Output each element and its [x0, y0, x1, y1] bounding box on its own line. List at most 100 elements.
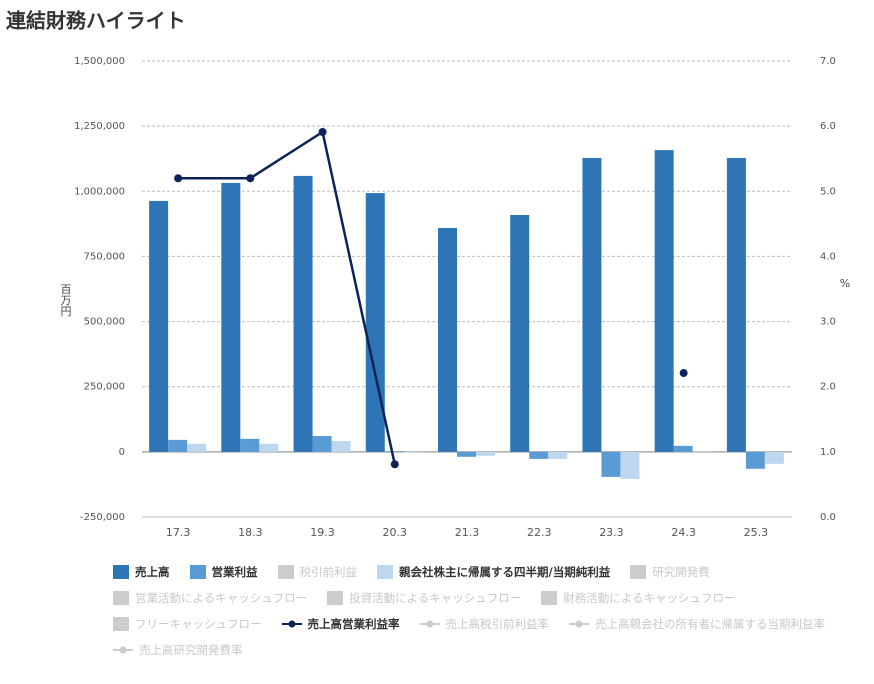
bar [331, 440, 351, 452]
bar [312, 435, 332, 452]
legend-label: 投資活動によるキャッシュフロー [349, 591, 522, 605]
legend-label: 親会社株主に帰属する四半期/当期純利益 [399, 565, 611, 579]
legend-icon [113, 617, 129, 631]
legend-icon [630, 565, 647, 579]
legend-icon [377, 565, 393, 579]
bar [764, 451, 784, 464]
bar [457, 451, 476, 457]
legend-icon [113, 591, 129, 605]
x-tick-label: 23.3 [599, 526, 624, 539]
bar [548, 451, 568, 459]
x-tick-label: 17.3 [166, 526, 191, 539]
bar [601, 451, 621, 477]
legend-swatch [113, 617, 129, 631]
legend-item[interactable]: 売上高税引前利益率 [419, 615, 550, 633]
legend-item[interactable]: 親会社株主に帰属する四半期/当期純利益 [377, 563, 610, 581]
bar [403, 451, 423, 453]
x-tick-label: 21.3 [455, 526, 480, 539]
y-tick-label: 750,000 [84, 251, 125, 262]
y2-tick-label: 3.0 [820, 317, 836, 328]
y2-tick-label: 1.0 [820, 447, 836, 458]
x-tick-label: 24.3 [671, 526, 696, 539]
bar [726, 157, 746, 452]
line [178, 132, 684, 464]
bar [673, 445, 693, 452]
x-tick-label: 20.3 [383, 526, 408, 539]
y-tick-label: 1,500,000 [74, 56, 125, 67]
legend-item[interactable]: 研究開発費 [630, 563, 710, 581]
legend-label: 売上高親会社の所有者に帰属する当期利益率 [595, 617, 825, 631]
legend-label: 営業活動によるキャッシュフロー [135, 591, 308, 605]
legend-icon [189, 565, 206, 579]
legend-label: 売上高税引前利益率 [445, 617, 550, 631]
legend-swatch [630, 565, 647, 579]
legend-item[interactable]: 売上高研究開発費率 [113, 641, 243, 659]
y2-tick-label: 5.0 [820, 186, 836, 197]
legend-swatch [327, 591, 344, 605]
legend-item[interactable]: 税引前利益 [277, 563, 357, 581]
bar [365, 193, 385, 452]
legend-label: 売上高営業利益率 [307, 617, 400, 631]
bar [620, 451, 640, 479]
legend-item[interactable]: フリーキャッシュフロー [113, 615, 262, 633]
line-point [174, 174, 183, 183]
legend-item[interactable]: 売上高親会社の所有者に帰属する当期利益率 [569, 615, 825, 633]
y2-tick-label: 4.0 [820, 251, 836, 262]
legend-swatch [277, 565, 294, 579]
legend-dot [288, 620, 295, 628]
line-point [318, 128, 327, 137]
legend-item[interactable]: 営業活動によるキャッシュフロー [113, 589, 307, 607]
legend-label: 売上高 [135, 565, 170, 579]
legend-icon [281, 620, 302, 628]
bar [476, 451, 495, 456]
y2-tick-label: 7.0 [820, 56, 836, 67]
y2-tick-label: 2.0 [820, 382, 836, 393]
bar [529, 451, 549, 459]
y-tick-label: 500,000 [84, 317, 125, 328]
legend-icon [113, 646, 133, 654]
bar [745, 451, 765, 469]
line-point [390, 460, 399, 469]
bar [510, 214, 530, 452]
legend-icon [327, 591, 344, 605]
legend-icon [541, 591, 558, 605]
bar [187, 443, 207, 452]
chart-title: 連結財務ハイライト [6, 9, 186, 33]
legend-dot [426, 620, 433, 628]
x-tick-label: 25.3 [744, 526, 769, 539]
bar [259, 443, 279, 452]
y-axis-label: 百万円 [59, 284, 72, 318]
legend-icon [113, 565, 129, 579]
legend-swatch [113, 565, 129, 579]
bar [149, 200, 169, 452]
legend-item[interactable]: 財務活動によるキャッシュフロー [541, 589, 735, 607]
bar [221, 182, 241, 452]
y2-tick-label: 0.0 [820, 512, 836, 523]
bar [692, 451, 712, 452]
legend-item[interactable]: 売上高 [113, 563, 170, 581]
legend-swatch [113, 591, 129, 605]
x-tick-label: 18.3 [238, 526, 263, 539]
legend-icon [277, 565, 294, 579]
legend-label: 研究開発費 [652, 565, 710, 579]
y-tick-label: 1,250,000 [74, 121, 125, 132]
bar [240, 438, 260, 452]
bar [168, 439, 188, 452]
legend-item[interactable]: 営業利益 [189, 563, 258, 581]
y-tick-label: -250,000 [80, 512, 125, 523]
legend-swatch [189, 565, 206, 579]
legend: 売上高 営業利益 税引前利益 親会社株主に帰属する四半期/当期純利益 研究開発費営業活動… [113, 563, 868, 659]
y-tick-label: 0 [119, 447, 125, 458]
legend-icon [419, 620, 440, 628]
line-point [679, 369, 688, 378]
legend-dot [575, 620, 583, 628]
legend-item[interactable]: 投資活動によるキャッシュフロー [327, 589, 521, 607]
legend-item[interactable]: 売上高営業利益率 [281, 615, 400, 633]
bar [654, 150, 674, 452]
legend-dot [119, 646, 127, 654]
legend-label: 営業利益 [211, 565, 258, 579]
bar [293, 175, 313, 452]
legend-swatch [541, 591, 558, 605]
chart: 連結財務ハイライト 百万円 % -250,000 0 250,000 500,000 7… [6, 9, 850, 540]
